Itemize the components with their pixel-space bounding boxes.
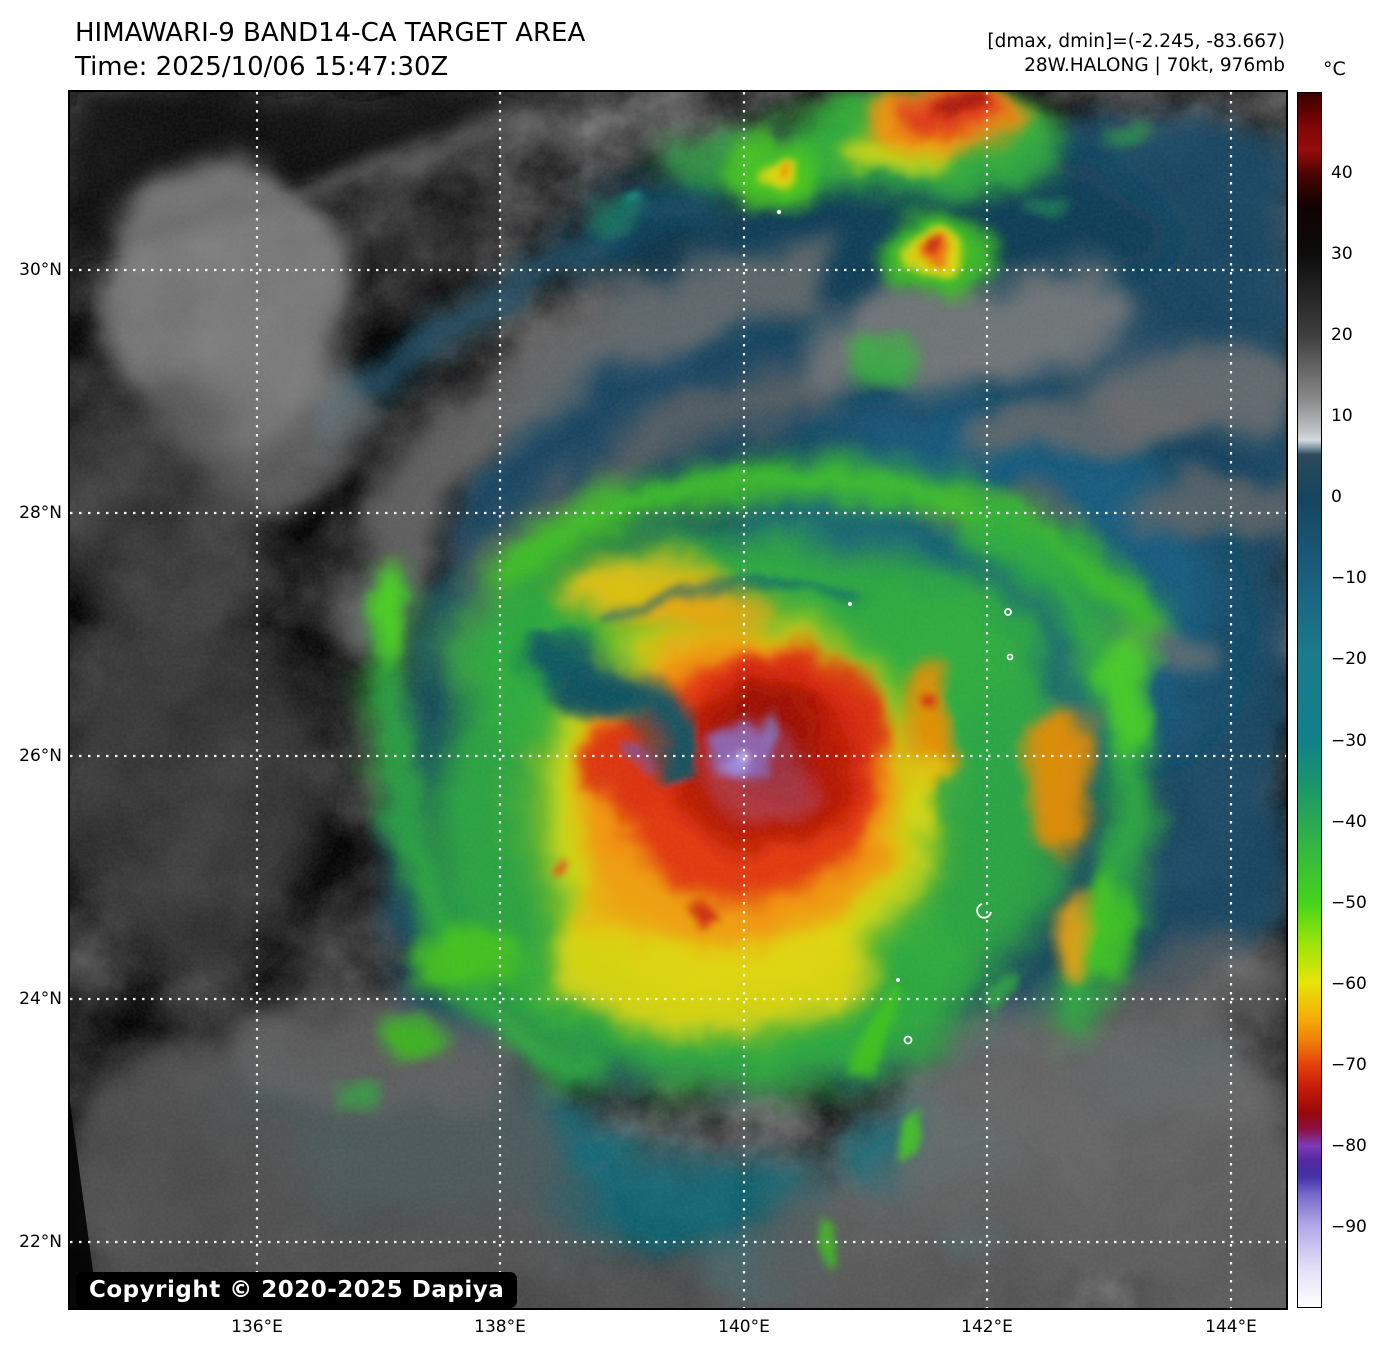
lat-tick-label: 24°N: [19, 989, 62, 1009]
colorbar-tick-label: −10: [1331, 568, 1367, 589]
colorbar-unit-label: °C: [1323, 58, 1346, 80]
figure-title: HIMAWARI-9 BAND14-CA TARGET AREA: [75, 18, 586, 48]
scan-edge-wedge: [70, 1102, 98, 1308]
colorbar-tick-label: 30: [1331, 244, 1353, 265]
colorbar-tick-label: 20: [1331, 325, 1353, 346]
colorbar-tick-label: 0: [1331, 487, 1342, 508]
colorbar-tick-label: −30: [1331, 730, 1367, 751]
colorbar-tick-label: −80: [1331, 1135, 1367, 1156]
satellite-image: [70, 92, 1286, 1308]
copyright-badge: Copyright © 2020-2025 Dapiya: [76, 1272, 518, 1308]
lat-tick-label: 26°N: [19, 746, 62, 766]
figure-title-block: HIMAWARI-9 BAND14-CA TARGET AREA Time: 20…: [75, 16, 585, 84]
colorbar-tick-label: −60: [1331, 973, 1367, 994]
grain-overlay: [70, 92, 1286, 1308]
figure-time: Time: 2025/10/06 15:47:30Z: [75, 52, 449, 82]
satellite-map: [68, 90, 1288, 1310]
figure-stats-block: [dmax, dmin]=(-2.245, -83.667) 28W.HALONG…: [987, 30, 1285, 78]
lon-tick-label: 142°E: [961, 1317, 1013, 1337]
colorbar-tick-label: 10: [1331, 406, 1353, 427]
dmax-dmin-readout: [dmax, dmin]=(-2.245, -83.667): [987, 31, 1285, 52]
colorbar-tick-label: −40: [1331, 811, 1367, 832]
colorbar-tick-label: −70: [1331, 1054, 1367, 1075]
lon-tick-label: 140°E: [718, 1317, 770, 1337]
lat-tick-label: 22°N: [19, 1232, 62, 1252]
colorbar-tick-label: 40: [1331, 163, 1353, 184]
colorbar-tick-label: −90: [1331, 1216, 1367, 1237]
colorbar-tick-label: −50: [1331, 892, 1367, 913]
island-outlines: [776, 209, 1014, 1045]
lon-tick-label: 144°E: [1205, 1317, 1257, 1337]
lat-tick-label: 30°N: [19, 260, 62, 280]
colorbar-tick-label: −20: [1331, 649, 1367, 670]
lon-tick-label: 138°E: [474, 1317, 526, 1337]
lat-tick-label: 28°N: [19, 503, 62, 523]
colorbar: [1297, 92, 1322, 1308]
lon-tick-label: 136°E: [231, 1317, 283, 1337]
storm-readout: 28W.HALONG | 70kt, 976mb: [1024, 55, 1285, 76]
